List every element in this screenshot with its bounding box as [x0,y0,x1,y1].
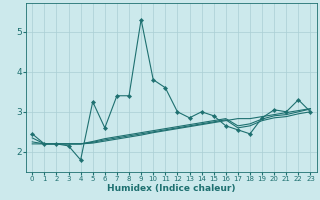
X-axis label: Humidex (Indice chaleur): Humidex (Indice chaleur) [107,184,236,193]
